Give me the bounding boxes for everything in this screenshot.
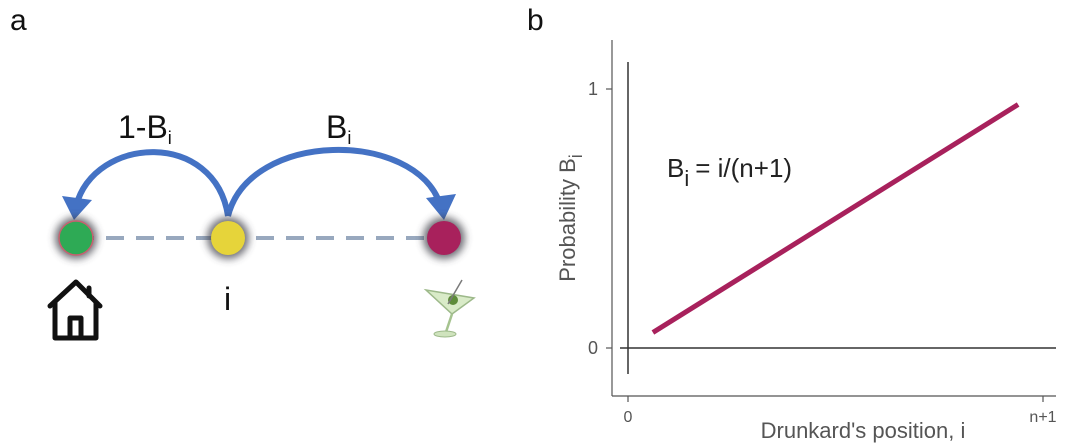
series-line-0 [651,102,1020,335]
home-probability-label: 1-Bi [118,109,172,148]
position-node [211,221,245,255]
series-layer [651,102,1020,335]
y-tick-label: 1 [588,79,598,99]
home-node [58,220,94,256]
y-tick-label: 0 [588,338,598,358]
x-tick-label: n+1 [1029,409,1056,426]
panel-a: a 1-Bi Bi i [10,4,476,341]
probability-equation: Bi = i/(n+1) [667,153,792,191]
position-label: i [224,281,231,317]
y-ticks: 01 [588,79,612,358]
bar-node [427,221,461,255]
martini-glass-icon [423,279,476,338]
arrow-to-home [73,149,231,217]
arrow-to-bar [225,146,443,217]
bar-probability-label: Bi [326,109,351,148]
panel-a-letter: a [10,4,27,37]
x-tick-label: 0 [624,409,633,426]
arrow-to-bar-head [426,194,456,220]
y-axis-label: Probability Bi [555,154,586,282]
house-icon [47,279,103,341]
arrow-to-home-head [62,196,92,220]
x-axis-label: Drunkard's position, i [761,418,966,443]
panel-b-letter: b [527,4,544,37]
panel-b: b 01 0 n+1 Bi = i/(n+1) Drunkard's positio… [527,4,1057,443]
x-ticks: 0 n+1 [624,396,1057,426]
